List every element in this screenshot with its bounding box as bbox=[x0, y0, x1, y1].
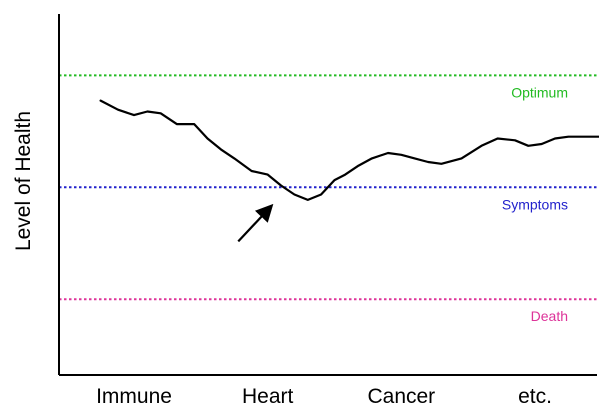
x-tick-label: Heart bbox=[242, 385, 294, 408]
x-tick-label: Immune bbox=[96, 385, 172, 408]
health-curve-line bbox=[99, 99, 599, 201]
x-tick-label: etc. bbox=[518, 385, 552, 408]
annotation-arrow bbox=[237, 203, 274, 243]
reference-label-optimum: Optimum bbox=[511, 84, 568, 100]
y-axis-title: Level of Health bbox=[12, 111, 35, 251]
reference-label-death: Death bbox=[531, 308, 568, 324]
reference-label-symptoms: Symptoms bbox=[502, 196, 568, 212]
x-tick-label: Cancer bbox=[367, 385, 435, 408]
